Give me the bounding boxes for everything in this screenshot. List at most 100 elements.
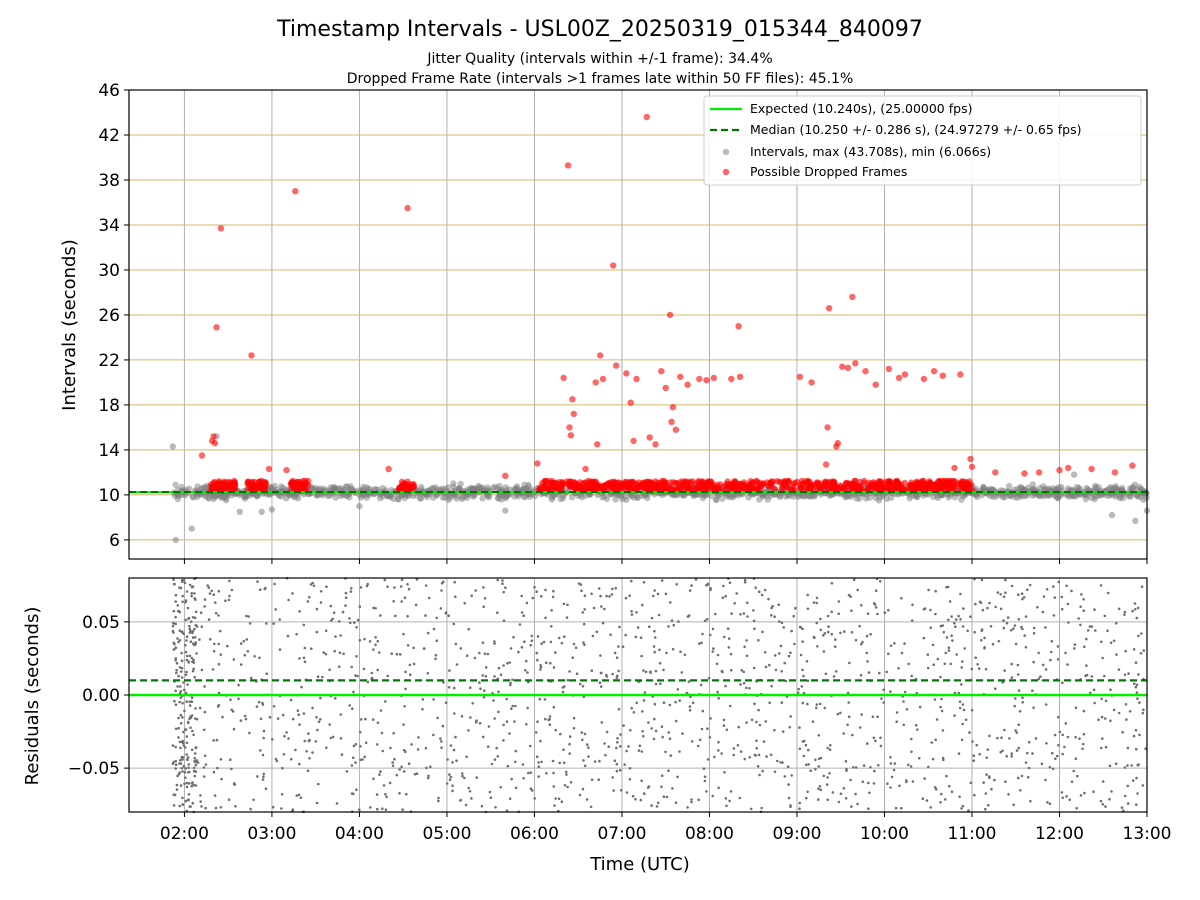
residual-point xyxy=(1090,675,1094,678)
dropped-frame-point xyxy=(567,432,575,439)
residual-point xyxy=(1061,681,1064,685)
residual-point xyxy=(569,781,573,784)
residual-point xyxy=(465,755,468,758)
residual-point xyxy=(268,716,272,719)
dropped-frame-point xyxy=(874,484,882,492)
residual-point xyxy=(831,791,835,794)
residual-point xyxy=(871,715,875,718)
top-y-tick-label: 30 xyxy=(98,261,120,281)
residual-point xyxy=(1003,728,1006,732)
residual-point xyxy=(1090,625,1094,628)
residual-point xyxy=(587,755,590,758)
residual-point xyxy=(660,725,664,728)
residual-point xyxy=(600,605,603,608)
residual-point xyxy=(854,766,858,769)
residual-point xyxy=(637,749,641,752)
interval-point xyxy=(1132,517,1139,524)
residual-point xyxy=(605,594,608,598)
residual-point xyxy=(1004,591,1007,594)
residual-point xyxy=(823,632,827,635)
residual-point xyxy=(907,662,910,666)
residual-point xyxy=(1067,621,1070,624)
residual-point xyxy=(493,758,497,761)
residual-point xyxy=(1031,752,1034,755)
residual-point xyxy=(1048,802,1052,806)
dropped-frame-point xyxy=(669,404,677,411)
residual-point xyxy=(815,703,819,706)
residual-point xyxy=(1046,801,1049,804)
residual-point xyxy=(533,585,536,589)
residual-point xyxy=(344,604,347,607)
residual-point xyxy=(172,622,175,625)
residual-point xyxy=(549,661,552,665)
residual-point xyxy=(306,600,310,603)
dropped-frame-point xyxy=(385,465,392,473)
residual-point xyxy=(787,796,791,800)
residual-point xyxy=(404,687,407,691)
residual-point xyxy=(1012,627,1015,630)
residual-point xyxy=(552,785,556,788)
residual-point xyxy=(415,578,419,581)
residual-point xyxy=(315,607,319,611)
residual-point xyxy=(773,654,777,657)
residual-point xyxy=(613,651,617,655)
residual-point xyxy=(962,607,965,610)
residual-point xyxy=(359,718,363,721)
residual-point xyxy=(370,671,374,675)
residual-point xyxy=(398,791,401,795)
residual-point xyxy=(271,738,274,741)
residual-point xyxy=(750,718,754,722)
residual-point xyxy=(178,666,182,669)
residual-point xyxy=(934,589,937,593)
residual-point xyxy=(499,786,503,789)
residual-point xyxy=(341,610,345,614)
dropped-frame-point xyxy=(217,225,225,232)
residual-point xyxy=(505,809,509,812)
residual-point xyxy=(905,779,908,782)
residual-point xyxy=(954,618,958,621)
residual-point xyxy=(478,681,481,684)
interval-point xyxy=(612,496,619,503)
residual-point xyxy=(743,645,746,649)
residual-point xyxy=(826,614,830,618)
residual-point xyxy=(889,644,893,648)
residual-point xyxy=(1070,780,1074,784)
residual-point xyxy=(658,648,661,652)
residual-point xyxy=(980,638,983,642)
residual-point xyxy=(339,713,343,716)
residual-point xyxy=(678,699,681,702)
residual-point xyxy=(358,639,362,642)
residual-point xyxy=(950,634,953,637)
residual-point xyxy=(187,766,190,770)
residual-point xyxy=(171,629,175,633)
residual-point xyxy=(774,668,778,672)
residual-point xyxy=(328,723,332,726)
residual-point xyxy=(770,614,773,617)
residual-point xyxy=(996,591,1000,594)
residual-point xyxy=(762,740,766,743)
residual-point xyxy=(1061,752,1064,756)
residual-point xyxy=(561,686,565,689)
residual-point xyxy=(696,744,700,748)
residual-point xyxy=(375,743,379,746)
interval-point xyxy=(557,495,565,503)
residual-point xyxy=(961,703,965,706)
residual-point xyxy=(801,627,804,631)
residual-point xyxy=(746,615,749,618)
residual-point xyxy=(189,716,193,719)
residual-point xyxy=(226,644,229,648)
residual-point xyxy=(818,702,822,706)
residual-point xyxy=(943,798,947,801)
residual-point xyxy=(1079,605,1082,609)
residual-point xyxy=(337,665,341,668)
residual-point xyxy=(192,769,196,773)
residual-point xyxy=(370,676,374,680)
residual-point xyxy=(501,582,504,585)
residual-point xyxy=(1018,710,1022,713)
residual-point xyxy=(817,798,820,801)
residual-point xyxy=(194,610,198,614)
residual-point xyxy=(297,713,301,716)
residual-point xyxy=(973,793,976,797)
residual-point xyxy=(229,698,232,701)
residual-point xyxy=(550,609,553,612)
